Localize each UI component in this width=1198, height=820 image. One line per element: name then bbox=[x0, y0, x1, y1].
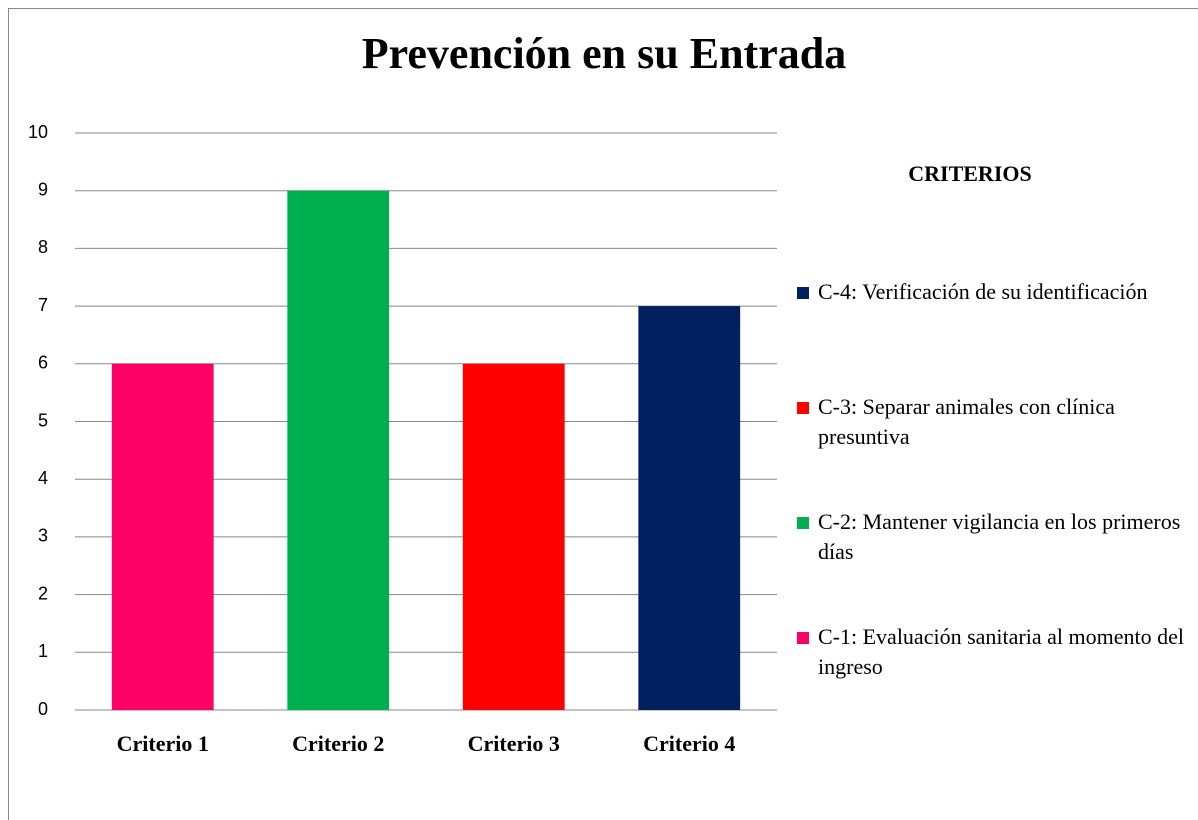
y-tick-label: 10 bbox=[28, 122, 48, 142]
y-tick-label: 9 bbox=[38, 179, 48, 199]
y-tick-label: 2 bbox=[38, 583, 48, 603]
legend-label: C-4: Verificación de su identificación bbox=[818, 279, 1148, 304]
chart-border bbox=[8, 8, 1198, 820]
legend-label: C-3: Separar animales con clínica presun… bbox=[818, 394, 1115, 449]
y-tick-label: 3 bbox=[38, 526, 48, 546]
legend-label: C-1: Evaluación sanitaria al momento del… bbox=[818, 624, 1184, 679]
bar bbox=[638, 306, 741, 710]
x-tick-label: Criterio 3 bbox=[468, 731, 560, 756]
bar bbox=[287, 190, 390, 710]
legend-marker bbox=[797, 517, 809, 529]
x-tick-label: Criterio 1 bbox=[117, 731, 209, 756]
legend-title: CRITERIOS bbox=[908, 161, 1031, 186]
x-tick-label: Criterio 2 bbox=[292, 731, 384, 756]
x-tick-label: Criterio 4 bbox=[643, 731, 735, 756]
legend-label: C-2: Mantener vigilancia en los primeros… bbox=[818, 509, 1181, 564]
legend-marker bbox=[797, 632, 809, 644]
legend-marker bbox=[797, 402, 809, 414]
bar bbox=[462, 363, 565, 710]
legend-marker bbox=[797, 287, 809, 299]
y-tick-label: 7 bbox=[38, 295, 48, 315]
y-tick-label: 4 bbox=[38, 468, 48, 488]
bar bbox=[111, 363, 214, 710]
y-tick-label: 0 bbox=[38, 699, 48, 719]
chart-title: Prevención en su Entrada bbox=[362, 29, 846, 78]
y-tick-label: 5 bbox=[38, 410, 48, 430]
y-tick-label: 1 bbox=[38, 641, 48, 661]
y-tick-label: 8 bbox=[38, 237, 48, 257]
y-tick-label: 6 bbox=[38, 353, 48, 373]
